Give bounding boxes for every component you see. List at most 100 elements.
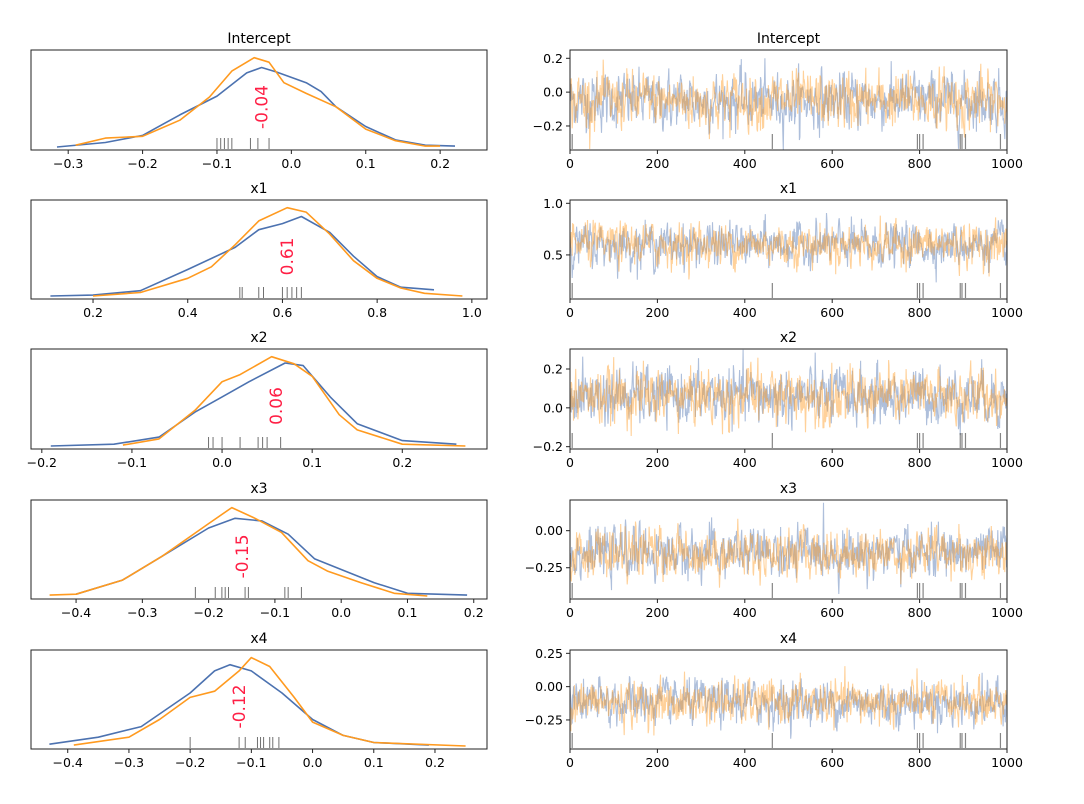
x-tick-label: 400 bbox=[733, 605, 757, 620]
trace-title: x4 bbox=[780, 631, 797, 647]
x-tick-label: 0 bbox=[566, 455, 574, 470]
kde-panel-x1: x1 0.61 0.2 0.4 0.6 0.8 1.0 bbox=[30, 181, 488, 320]
x-tick-label: 0.2 bbox=[392, 455, 412, 470]
x-tick-label: −0.3 bbox=[127, 605, 157, 620]
trace-panel-x2: x2 0 200 400 600 800 1000 −0.2 0.0 0.2 bbox=[533, 330, 1023, 470]
x-tick-label: 200 bbox=[645, 305, 669, 320]
x-tick-label: 400 bbox=[733, 455, 757, 470]
trace-line-chain-0 bbox=[569, 349, 1008, 436]
x-tick-label: 0 bbox=[566, 305, 574, 320]
y-tick-label: 0.25 bbox=[535, 646, 563, 661]
x-tick-label: 0.1 bbox=[356, 156, 376, 171]
x-tick-label: 800 bbox=[908, 455, 932, 470]
x-tick-label: 800 bbox=[908, 605, 932, 620]
mean-label: 0.61 bbox=[278, 238, 298, 276]
kde-axes-frame bbox=[30, 348, 488, 450]
trace-line-chain-0 bbox=[569, 58, 1008, 151]
trace-title: x3 bbox=[780, 481, 797, 497]
kde-panel-intercept: Intercept -0.04 −0.3 −0.2 −0.1 0.0 0.1 0.2 bbox=[30, 31, 488, 171]
trace-line-chain-1 bbox=[569, 518, 1008, 588]
trace-line-chain-0 bbox=[569, 672, 1008, 739]
x-tick-label: 600 bbox=[820, 455, 844, 470]
kde-axes-frame bbox=[30, 649, 488, 750]
x-tick-label: 0.4 bbox=[178, 305, 198, 320]
x-tick-label: 200 bbox=[645, 455, 669, 470]
x-tick-label: 0.1 bbox=[364, 755, 384, 770]
kde-panel-x3: x3 -0.15 −0.4 −0.3 −0.2 −0.1 0.0 0.1 0.2 bbox=[30, 481, 488, 620]
kde-axes-frame bbox=[30, 49, 488, 151]
kde-title: x4 bbox=[250, 631, 267, 647]
x-tick-label: 0.2 bbox=[430, 156, 450, 171]
trace-axes-frame bbox=[569, 499, 1008, 600]
x-tick-label: 0.0 bbox=[303, 755, 323, 770]
kde-curve-chain-1 bbox=[49, 506, 428, 597]
x-tick-label: 0.2 bbox=[464, 605, 484, 620]
x-tick-label: −0.1 bbox=[117, 455, 147, 470]
trace-line-chain-1 bbox=[569, 59, 1008, 150]
x-tick-label: 1.0 bbox=[462, 305, 482, 320]
x-tick-label: 1000 bbox=[991, 755, 1023, 770]
x-tick-label: −0.2 bbox=[193, 605, 223, 620]
x-tick-label: 0 bbox=[566, 156, 574, 171]
x-tick-label: 0.0 bbox=[331, 605, 351, 620]
kde-title: x2 bbox=[250, 330, 267, 346]
y-tick-label: 1.0 bbox=[543, 196, 563, 211]
x-tick-label: 400 bbox=[733, 156, 757, 171]
x-tick-label: 0 bbox=[566, 605, 574, 620]
x-tick-label: 800 bbox=[908, 156, 932, 171]
kde-curve-chain-0 bbox=[50, 362, 457, 447]
x-tick-label: 800 bbox=[908, 305, 932, 320]
mean-label: -0.12 bbox=[230, 684, 250, 728]
trace-axes-frame bbox=[569, 49, 1008, 151]
x-tick-label: 0.0 bbox=[281, 156, 301, 171]
y-tick-label: 0.0 bbox=[543, 400, 563, 415]
y-tick-label: 0.2 bbox=[543, 362, 563, 377]
x-tick-label: 400 bbox=[733, 305, 757, 320]
x-tick-label: 600 bbox=[820, 605, 844, 620]
x-tick-label: 0.8 bbox=[367, 305, 387, 320]
x-tick-label: −0.1 bbox=[260, 605, 290, 620]
kde-axes-frame bbox=[30, 199, 488, 300]
x-tick-label: 0.2 bbox=[425, 755, 445, 770]
x-tick-label: 0.1 bbox=[398, 605, 418, 620]
kde-curve-chain-0 bbox=[75, 517, 468, 596]
trace-axes-frame bbox=[569, 348, 1008, 450]
x-tick-label: −0.1 bbox=[236, 755, 266, 770]
trace-panel-intercept: Intercept 0 200 400 600 800 1000 −0.2 0.0 0.2 bbox=[533, 31, 1023, 171]
x-tick-label: 200 bbox=[645, 156, 669, 171]
trace-title: x2 bbox=[780, 330, 797, 346]
x-tick-label: −0.2 bbox=[127, 156, 157, 171]
x-tick-label: 0.0 bbox=[212, 455, 232, 470]
y-tick-label: −0.2 bbox=[533, 118, 563, 133]
y-tick-label: 0.2 bbox=[543, 51, 563, 66]
kde-curve-chain-0 bbox=[50, 215, 435, 297]
kde-curve-chain-1 bbox=[73, 656, 466, 747]
x-tick-label: −0.4 bbox=[53, 755, 83, 770]
x-tick-label: −0.3 bbox=[114, 755, 144, 770]
x-tick-label: 600 bbox=[820, 156, 844, 171]
x-tick-label: −0.4 bbox=[61, 605, 91, 620]
trace-axes-frame bbox=[569, 199, 1008, 300]
trace-panel-x1: x1 0 200 400 600 800 1000 0.5 1.0 bbox=[543, 181, 1023, 320]
kde-panel-x4: x4 -0.12 −0.4 −0.3 −0.2 −0.1 0.0 0.1 0.2 bbox=[30, 631, 488, 770]
kde-panel-x2: x2 0.06 −0.2 −0.1 0.0 0.1 0.2 bbox=[27, 330, 488, 470]
x-tick-label: −0.3 bbox=[53, 156, 83, 171]
x-tick-label: 0.1 bbox=[302, 455, 322, 470]
x-tick-label: 1000 bbox=[991, 305, 1023, 320]
kde-curve-chain-1 bbox=[75, 56, 441, 147]
trace-line-chain-0 bbox=[569, 212, 1008, 283]
y-tick-label: −0.25 bbox=[525, 712, 563, 727]
y-tick-label: 0.00 bbox=[535, 679, 563, 694]
y-tick-label: 0.00 bbox=[535, 523, 563, 538]
x-tick-label: 200 bbox=[645, 605, 669, 620]
y-tick-label: −0.2 bbox=[533, 439, 563, 454]
trace-line-chain-1 bbox=[569, 357, 1008, 437]
x-tick-label: 600 bbox=[820, 305, 844, 320]
y-tick-label: 0.0 bbox=[543, 85, 563, 100]
mean-label: 0.06 bbox=[267, 387, 287, 425]
mean-label: -0.04 bbox=[253, 85, 273, 129]
x-tick-label: 200 bbox=[645, 755, 669, 770]
x-tick-label: −0.2 bbox=[175, 755, 205, 770]
x-tick-label: 400 bbox=[733, 755, 757, 770]
